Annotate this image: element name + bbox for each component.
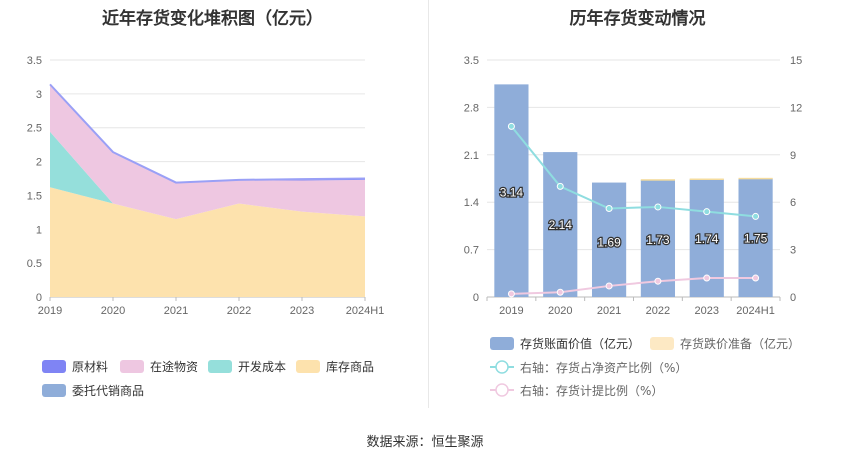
bar-data-label: 1.74: [695, 232, 719, 246]
right-y-left-tick-label: 0.7: [464, 245, 479, 257]
area-库存商品: [50, 187, 365, 297]
panel-divider: [428, 0, 429, 408]
line-provision-ratio: [511, 277, 756, 295]
bar-provision: [640, 179, 676, 181]
point-asset-ratio: [654, 203, 662, 211]
point-provision-ratio: [752, 274, 760, 282]
left-y-tick-label: 2: [36, 157, 42, 169]
left-y-tick-label: 2.5: [27, 123, 42, 135]
right-y-left-tick-label: 2.1: [464, 150, 479, 162]
right-chart-grid: [487, 59, 780, 298]
charts-canvas: 0 0.5 1 1.5 2 2.5 3 3.5 2019 2020 2021 2022 2023 2024…: [27, 55, 803, 398]
right-y-left-tick-label: 2.8: [464, 102, 479, 114]
left-y-tick-label: 3.5: [27, 55, 42, 67]
right-chart-legend: 存货账面价值（亿元） 存货跌价准备（亿元） 右轴：存货占净资产比例（%） 右轴：存货计…: [490, 336, 800, 398]
left-y-tick-label: 3: [36, 89, 42, 101]
legend-label-开发成本: 开发成本: [238, 359, 286, 374]
point-asset-ratio: [507, 122, 515, 130]
legend-label-在途物资: 在途物资: [150, 359, 198, 374]
point-provision-ratio: [507, 290, 515, 298]
left-y-tick-label: 1.5: [27, 190, 42, 202]
left-x-tick-label: 2024H1: [346, 305, 385, 317]
line-asset-ratio: [510, 125, 756, 218]
right-y-left-tick-label: 0: [473, 292, 479, 304]
point-provision-ratio: [605, 282, 613, 290]
left-chart-title: 近年存货变化堆积图（亿元）: [102, 9, 323, 29]
area-在途物资: [50, 85, 365, 220]
legend-marker-asset-ratio: [495, 360, 509, 374]
legend-swatch-库存商品: [296, 360, 320, 373]
bar-book-value: [591, 182, 627, 297]
bar-book-value: [640, 179, 676, 297]
legend-swatch-开发成本: [208, 360, 232, 373]
legend-swatch-在途物资: [120, 360, 144, 373]
bar-data-label: 3.14: [500, 185, 524, 199]
right-chart-axes: 0 0.7 1.4 2.1 2.8 3.5 0 3 6 9 12 15 2019 2020 2021 2022…: [464, 55, 803, 317]
point-asset-ratio: [752, 212, 760, 220]
left-x-tick-label: 2021: [164, 305, 188, 317]
left-x-tick-label: 2023: [290, 305, 314, 317]
legend-label-asset-ratio: 右轴：存货占净资产比例（%）: [520, 360, 687, 375]
left-y-tick-label: 1: [36, 224, 42, 236]
right-y-left-tick-label: 1.4: [464, 197, 479, 209]
right-y-right-tick-label: 15: [790, 55, 802, 67]
right-y-right-tick-label: 0: [790, 292, 796, 304]
point-asset-ratio: [703, 208, 711, 216]
data-source: 数据来源：恒生聚源: [366, 435, 484, 450]
point-provision-ratio: [703, 274, 711, 282]
left-chart-axes: 0 0.5 1 1.5 2 2.5 3 3.5 2019 2020 2021 2022 2023 2024…: [27, 55, 385, 317]
right-chart-lines: [507, 122, 760, 298]
point-asset-ratio: [605, 205, 613, 213]
right-x-tick-label: 2023: [695, 305, 719, 317]
bar-data-label: 2.14: [549, 218, 573, 232]
legend-swatch-book-value: [490, 337, 514, 350]
right-x-tick-label: 2024H1: [736, 305, 775, 317]
legend-label-provision-ratio: 右轴：存货计提比例（%）: [520, 383, 663, 398]
right-y-left-tick-label: 3.5: [464, 55, 479, 67]
right-chart-title: 历年存货变动情况: [569, 9, 706, 29]
right-y-right-tick-label: 3: [790, 245, 796, 257]
right-chart-bars: 3.14 2.14 1.69 1.73 1.74 1.75: [494, 84, 773, 298]
legend-swatch-原材料: [42, 360, 66, 373]
top-line-原材料: [49, 83, 366, 184]
right-y-right-tick-label: 12: [790, 102, 802, 114]
legend-swatch-委托代销商品: [42, 384, 66, 397]
legend-label-委托代销商品: 委托代销商品: [72, 383, 144, 398]
legend-label-book-value: 存货账面价值（亿元）: [520, 336, 640, 351]
bar-provision: [738, 177, 773, 180]
legend-label-库存商品: 库存商品: [326, 359, 374, 374]
point-provision-ratio: [654, 277, 662, 285]
bar-provision: [689, 178, 724, 180]
legend-label-provision: 存货跌价准备（亿元）: [680, 336, 800, 351]
left-y-tick-label: 0.5: [27, 258, 42, 270]
point-provision-ratio: [556, 288, 564, 296]
bar-data-label: 1.73: [646, 233, 670, 247]
right-x-tick-label: 2022: [646, 305, 670, 317]
left-chart-areas: [49, 83, 366, 297]
legend-swatch-provision: [650, 337, 674, 350]
right-y-right-tick-label: 6: [790, 197, 796, 209]
right-x-tick-label: 2020: [548, 305, 572, 317]
left-x-tick-label: 2019: [38, 305, 62, 317]
point-asset-ratio: [556, 182, 564, 190]
left-y-tick-label: 0: [36, 292, 42, 304]
bar-data-label: 1.69: [597, 236, 621, 250]
bar-data-label: 1.75: [744, 232, 768, 246]
right-x-tick-label: 2019: [499, 305, 523, 317]
legend-marker-provision-ratio: [495, 383, 509, 397]
bar-book-value: [543, 152, 578, 297]
left-x-tick-label: 2020: [101, 305, 125, 317]
bar-book-value: [494, 84, 529, 298]
right-y-right-tick-label: 9: [790, 150, 796, 162]
right-x-tick-label: 2021: [597, 305, 621, 317]
left-x-tick-label: 2022: [227, 305, 251, 317]
legend-label-原材料: 原材料: [72, 360, 108, 374]
